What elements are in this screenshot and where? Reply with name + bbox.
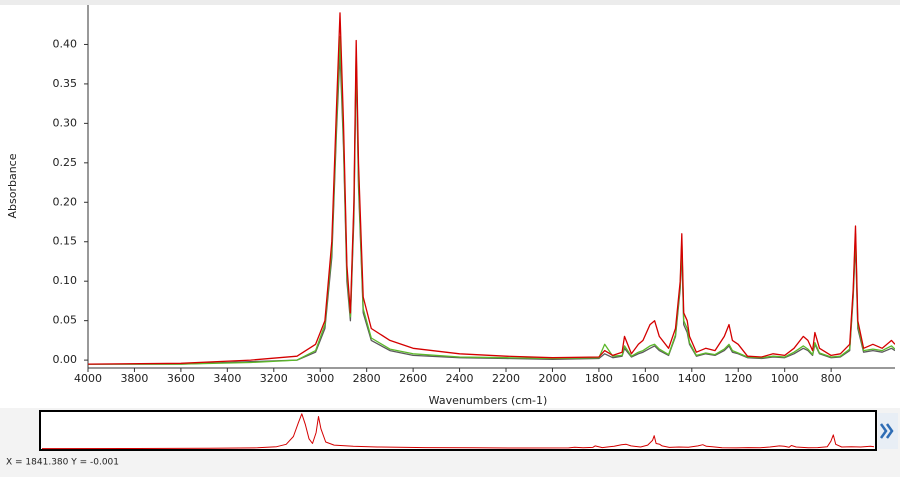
- x-tick-label: 4000: [74, 372, 102, 385]
- spectrum-line: [88, 51, 895, 365]
- y-tick-label: 0.10: [53, 274, 78, 287]
- x-tick-label: 3600: [167, 372, 195, 385]
- y-tick-label: 0.00: [53, 353, 78, 366]
- x-tick-label: 800: [821, 372, 842, 385]
- y-tick-label: 0.25: [53, 156, 78, 169]
- x-tick-label: 1600: [631, 372, 659, 385]
- x-tick-label: 2400: [446, 372, 474, 385]
- x-axis-label: Wavenumbers (cm-1): [429, 394, 548, 407]
- x-tick-label: 3200: [260, 372, 288, 385]
- x-tick-label: 1800: [585, 372, 613, 385]
- x-tick-label: 1000: [771, 372, 799, 385]
- x-tick-label: 3000: [306, 372, 334, 385]
- y-tick-label: 0.30: [53, 116, 78, 129]
- plot-area: [88, 12, 895, 365]
- chevron-icon[interactable]: [879, 423, 894, 439]
- x-tick-label: 2200: [492, 372, 520, 385]
- y-tick-label: 0.40: [53, 37, 78, 50]
- y-tick-label: 0.35: [53, 77, 78, 90]
- status-text: X = 1841.380 Y = -0.001: [6, 458, 119, 468]
- overview-plot: [41, 413, 875, 450]
- overview-box[interactable]: [39, 410, 877, 451]
- x-tick-label: 1200: [724, 372, 752, 385]
- overview-line: [41, 413, 875, 450]
- y-tick-label: 0.15: [53, 235, 78, 248]
- y-tick-label: 0.05: [53, 314, 78, 327]
- x-tick-label: 3400: [213, 372, 241, 385]
- x-tick-label: 2600: [399, 372, 427, 385]
- scroll-button-bg[interactable]: [878, 413, 898, 449]
- spectrum-line: [88, 12, 895, 365]
- x-tick-label: 2000: [538, 372, 566, 385]
- x-tick-label: 2800: [353, 372, 381, 385]
- scroll-button[interactable]: [878, 413, 898, 449]
- x-tick-label: 3800: [120, 372, 148, 385]
- x-tick-label: 1400: [678, 372, 706, 385]
- top-border: [0, 0, 900, 5]
- spectrum-line: [88, 35, 895, 365]
- y-axis-label: Absorbance: [6, 153, 19, 218]
- y-tick-label: 0.20: [53, 195, 78, 208]
